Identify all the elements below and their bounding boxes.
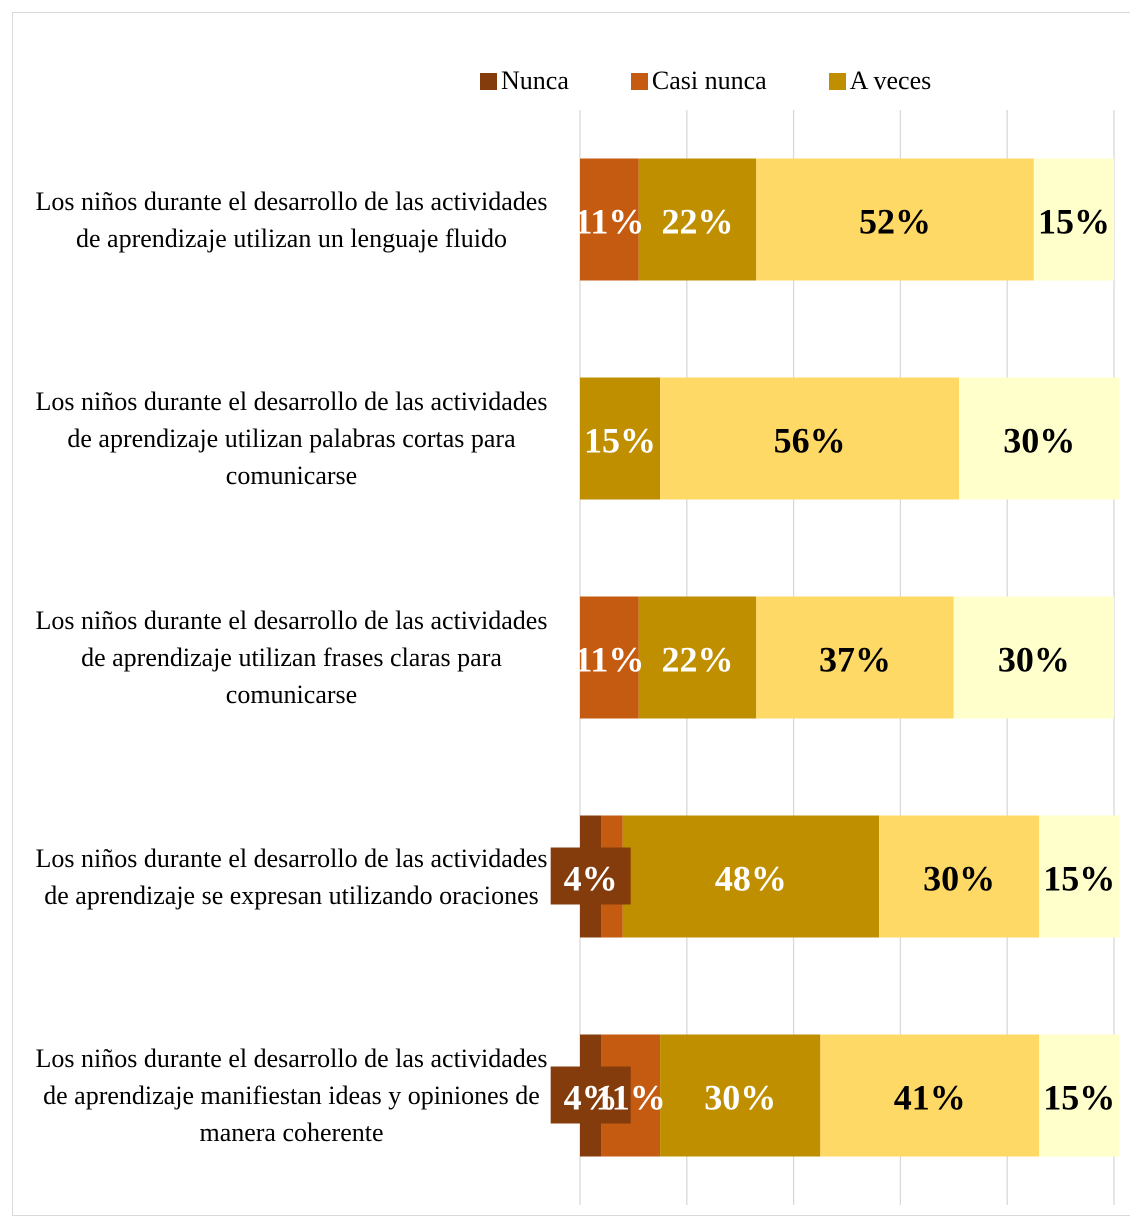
legend-swatch	[828, 72, 846, 90]
bar-segment	[1039, 1034, 1120, 1157]
bar-segment	[638, 158, 757, 281]
data-label: 15%	[1038, 202, 1110, 242]
data-label: 11%	[596, 1078, 666, 1118]
data-label: 11%	[574, 640, 644, 680]
data-label: 52%	[859, 202, 931, 242]
legend-label: A veces	[849, 66, 932, 95]
data-label: 30%	[923, 859, 995, 899]
legend-item: Nunca	[480, 66, 569, 96]
legend-label: Nunca	[501, 66, 569, 95]
bar-segment	[580, 377, 661, 500]
data-label: 56%	[774, 421, 846, 461]
bar-segment	[1039, 815, 1120, 938]
bar-segment	[820, 1034, 1040, 1157]
legend: Nunca Casi nunca A veces	[480, 66, 931, 96]
data-label: 22%	[661, 640, 733, 680]
legend-item: A veces	[828, 66, 932, 96]
data-label-box	[550, 1066, 631, 1124]
bar-segment	[953, 596, 1114, 719]
legend-label: Casi nunca	[651, 66, 767, 95]
category-label: Los niños durante el desarrollo de las a…	[35, 387, 548, 490]
data-label: 22%	[661, 202, 733, 242]
legend-swatch	[480, 72, 497, 90]
data-label: 15%	[584, 421, 656, 461]
data-label: 48%	[715, 859, 787, 899]
category-label: Los niños durante el desarrollo de las a…	[35, 606, 548, 709]
data-label: 4%	[564, 859, 618, 899]
bar-segment	[1033, 158, 1114, 281]
category-label: Los niños durante el desarrollo de las a…	[35, 1044, 548, 1147]
data-label: 30%	[704, 1078, 776, 1118]
bar-segment	[756, 158, 1034, 281]
bar-segment	[756, 596, 954, 719]
data-label: 15%	[1043, 1078, 1115, 1118]
data-label-box	[550, 847, 631, 905]
data-label: 15%	[1043, 859, 1115, 899]
bar-segment	[660, 377, 960, 500]
bar-segment	[622, 815, 880, 938]
data-label: 11%	[574, 202, 644, 242]
bar-segment	[638, 596, 757, 719]
category-label: Los niños durante el desarrollo de las a…	[35, 186, 548, 253]
bar-segment	[580, 596, 639, 719]
data-label: 30%	[1003, 421, 1075, 461]
legend-item: Casi nunca	[630, 66, 767, 96]
data-label: 4%	[564, 1078, 618, 1118]
category-label: Los niños durante el desarrollo de las a…	[35, 843, 548, 910]
data-label: 37%	[819, 640, 891, 680]
bar-segment	[959, 377, 1120, 500]
data-label: 41%	[894, 1078, 966, 1118]
chart-frame	[12, 12, 1130, 1216]
bar-segment	[879, 815, 1040, 938]
legend-swatch	[630, 72, 648, 90]
bar-segment	[580, 158, 639, 281]
bar-segment	[660, 1034, 821, 1157]
data-label: 30%	[998, 640, 1070, 680]
